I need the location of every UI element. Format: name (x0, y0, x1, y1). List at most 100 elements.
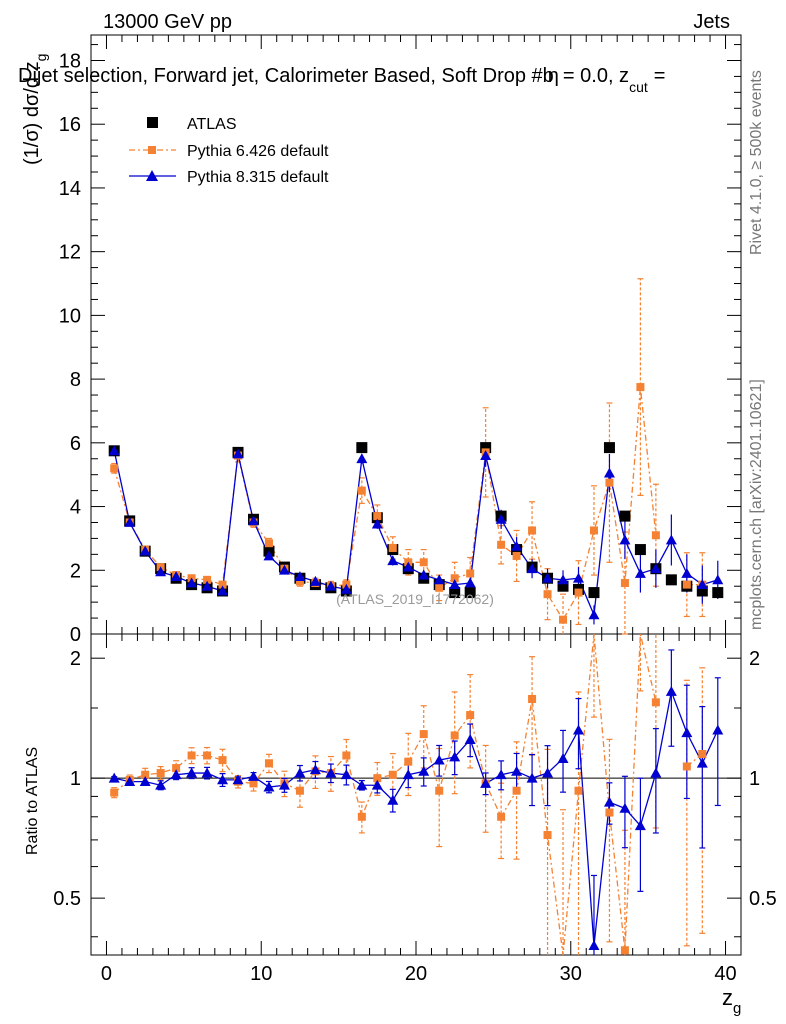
pythia6-ratio-point (512, 786, 521, 795)
pythia8-point (139, 545, 151, 556)
pythia6-ratio-point (172, 764, 181, 773)
pythia8-point (248, 515, 259, 526)
pythia8-point (696, 579, 708, 590)
atlas-point (603, 442, 615, 454)
pythia6-point (512, 551, 521, 560)
ratio-y-tick-label: 1 (70, 768, 81, 790)
pythia6-point (497, 540, 506, 549)
pythia8-point (619, 534, 631, 545)
pythia6-point (589, 526, 598, 535)
pythia6-ratio-point (218, 756, 227, 765)
pythia8-point (294, 571, 306, 582)
pythia6-point (419, 558, 428, 567)
pythia8-point (155, 566, 167, 577)
pythia8-point (340, 583, 352, 594)
pythia8-point (480, 450, 492, 460)
pythia8-ratio-point (526, 772, 538, 783)
y-tick-label: 14 (59, 178, 81, 200)
pythia6-ratio-point (466, 711, 475, 720)
series-layer (108, 278, 724, 635)
pythia6-ratio-point (698, 749, 707, 758)
pythia8-ratio-point (186, 767, 198, 778)
x-tick-label: 0 (101, 963, 112, 985)
atlas-point (619, 510, 631, 522)
pythia8-point (217, 585, 229, 596)
pythia8-point (309, 575, 321, 586)
atlas-point (712, 587, 724, 599)
pythia8-ratio-point (433, 754, 445, 765)
legend-atlas-marker (147, 117, 158, 128)
pythia6-point (264, 539, 273, 548)
pythia8-ratio-point (573, 724, 584, 735)
pythia6-point (357, 486, 366, 495)
legend-pythia6-marker (148, 146, 156, 154)
y-tick-label: 2 (70, 560, 81, 582)
pythia8-ratio-point (139, 776, 151, 787)
pythia6-ratio-point (388, 770, 397, 779)
pythia6-ratio-point (620, 946, 629, 955)
y-axis-title-main: (1/σ) dσ/d z (21, 61, 43, 165)
legend-pythia6-label: Pythia 6.426 default (187, 143, 329, 160)
atlas-point (449, 587, 461, 599)
y-tick-label: 18 (59, 50, 81, 72)
pythia8-ratio-point (681, 727, 693, 738)
pythia6-ratio-point (264, 759, 273, 768)
y-tick-label: 6 (70, 433, 81, 455)
pythia8-ratio-point (340, 769, 352, 780)
pythia8-ratio-line (114, 689, 719, 946)
plot-subtitle-eta: η (548, 65, 559, 87)
pythia8-point (588, 609, 600, 620)
pythia8-ratio-point (696, 757, 708, 768)
x-tick-label: 20 (405, 963, 427, 985)
pythia8-point (526, 563, 538, 574)
y-tick-label: 8 (70, 369, 81, 391)
pythia8-point (665, 534, 677, 545)
pythia6-point (110, 464, 119, 473)
pythia6-ratio-point (342, 751, 351, 760)
pythia8-point (201, 580, 213, 591)
pythia8-point (464, 577, 476, 588)
pythia8-point (186, 577, 198, 588)
pythia6-point (218, 580, 227, 589)
pythia8-ratio-point (542, 767, 554, 778)
pythia8-ratio-point (232, 774, 244, 785)
pythia8-ratio-point (201, 767, 213, 778)
pythia8-ratio-point (402, 769, 414, 780)
pythia8-point (542, 572, 554, 583)
pythia8-point (263, 550, 275, 561)
pythia8-ratio-point (278, 779, 290, 790)
y-axis-title: (1/σ) dσ/d zg (21, 54, 49, 165)
pythia8-point (573, 572, 584, 583)
pythia6-ratio-point (682, 762, 691, 771)
y-tick-label: 10 (59, 305, 81, 327)
pythia6-ratio-point (156, 769, 165, 778)
pythia8-point (387, 555, 399, 566)
y-tick-label: 0 (70, 624, 81, 646)
pythia6-point (559, 615, 568, 624)
rivet-version-label: Rivet 4.1.0, ≥ 500k events (748, 70, 765, 255)
pythia8-ratio-point (495, 769, 507, 780)
ratio-layer (108, 633, 724, 956)
atlas-point (696, 585, 708, 597)
pythia6-ratio-point (249, 779, 258, 788)
mcplots-label: mcplots.cern.ch [arXiv:2401.10621] (748, 379, 765, 630)
ratio-y-tick-label-right: 0.5 (749, 888, 777, 910)
pythia8-ratio-point (356, 779, 368, 790)
ratio-axis-title: Ratio to ATLAS (24, 747, 41, 855)
pythia8-point (603, 467, 615, 478)
pythia8-ratio-point (634, 820, 646, 831)
legend: ATLAS Pythia 6.426 default Pythia 8.315 … (129, 116, 329, 186)
pythia6-ratio-point (543, 831, 552, 840)
pythia6-point (620, 579, 629, 588)
plot-subtitle-end: = (654, 65, 666, 87)
pythia8-ratio-point (248, 770, 259, 781)
pythia6-ratio-point (651, 698, 660, 707)
atlas-point (480, 442, 492, 454)
pythia6-ratio-point (295, 786, 304, 795)
y-tick-label: 12 (59, 242, 81, 264)
pythia6-point (636, 383, 645, 392)
pythia8-point (371, 518, 383, 529)
pythia8-ratio-point (603, 796, 615, 807)
atlas-point (634, 544, 646, 556)
